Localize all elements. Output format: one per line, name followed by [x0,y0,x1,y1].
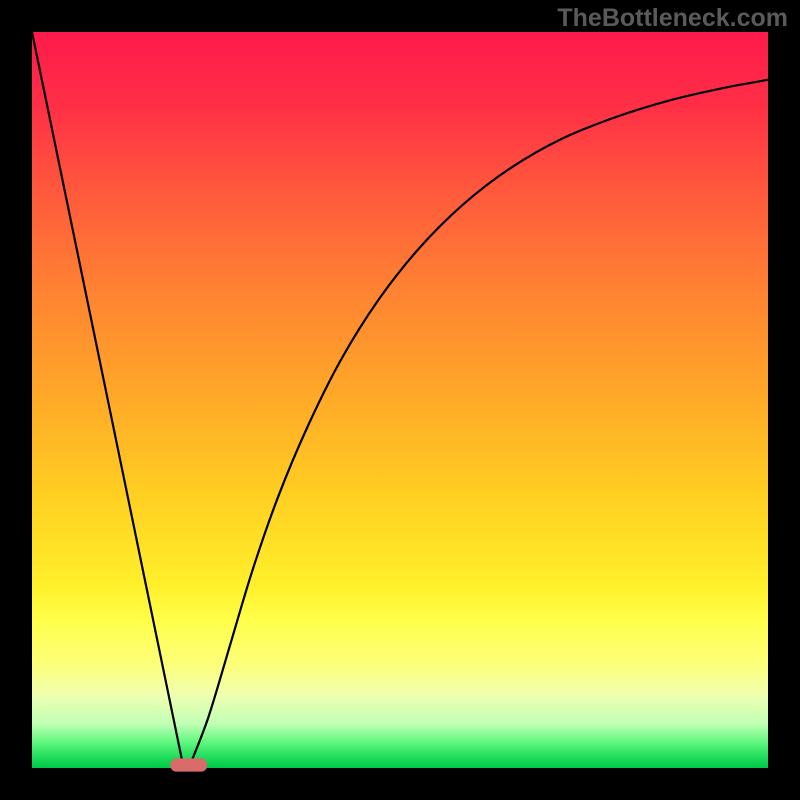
chart-svg [0,0,800,800]
chart-root: TheBottleneck.com [0,0,800,800]
minimum-marker [170,758,207,771]
watermark-text: TheBottleneck.com [557,4,788,33]
plot-background [32,32,768,768]
